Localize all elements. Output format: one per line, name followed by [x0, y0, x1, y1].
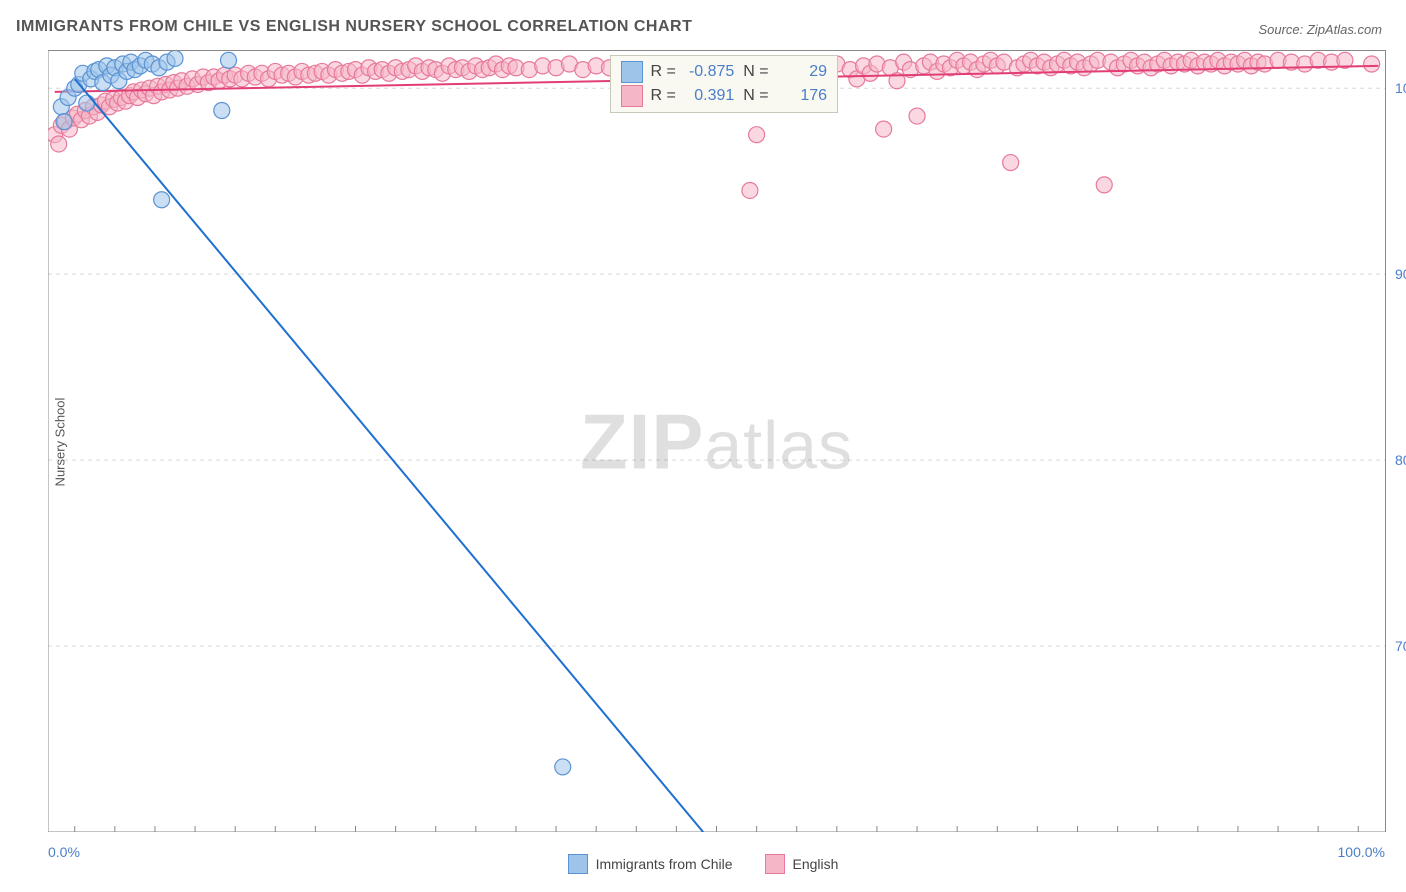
- chart-svg: [48, 51, 1385, 832]
- stats-swatch: [621, 61, 643, 83]
- legend-item: Immigrants from Chile: [568, 854, 733, 874]
- y-tick-label: 100.0%: [1395, 80, 1406, 96]
- chart-title: IMMIGRANTS FROM CHILE VS ENGLISH NURSERY…: [16, 18, 692, 36]
- y-axis-label: Nursery School: [53, 397, 68, 486]
- y-tick-label: 80.0%: [1395, 452, 1406, 468]
- legend-item: English: [765, 854, 839, 874]
- legend-swatch: [765, 854, 785, 874]
- stats-row: R = 0.391 N = 176: [621, 84, 827, 108]
- legend: Immigrants from Chile English: [0, 854, 1406, 874]
- legend-swatch: [568, 854, 588, 874]
- correlation-stats-box: R = -0.875 N = 29R = 0.391 N = 176: [610, 55, 838, 113]
- y-tick-label: 70.0%: [1395, 638, 1406, 654]
- source-attribution: Source: ZipAtlas.com: [1258, 22, 1382, 37]
- chart-plot-area: Nursery School ZIPatlas R = -0.875 N = 2…: [48, 50, 1386, 832]
- legend-label: Immigrants from Chile: [596, 856, 733, 872]
- stats-row: R = -0.875 N = 29: [621, 60, 827, 84]
- y-tick-label: 90.0%: [1395, 266, 1406, 282]
- stats-swatch: [621, 85, 643, 107]
- legend-label: English: [793, 856, 839, 872]
